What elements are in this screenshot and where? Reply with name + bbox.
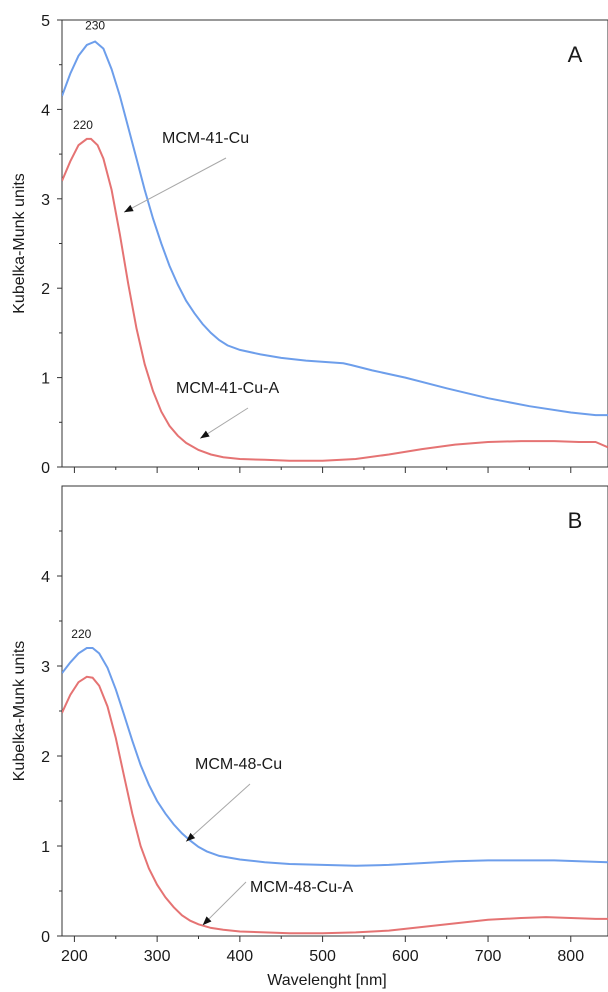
peak-label: 230 <box>85 18 105 32</box>
x-tick-label: 200 <box>61 948 88 965</box>
peak-label: 220 <box>71 627 91 641</box>
y-tick-label: 2 <box>41 749 50 766</box>
series-line-mcm-41-cu-a <box>62 137 608 462</box>
series-line-mcm-41-cu <box>62 40 608 417</box>
y-tick-label: 0 <box>41 460 50 477</box>
annotation-leader <box>185 783 251 842</box>
annotation-arrowhead <box>124 204 134 213</box>
series-line-mcm-48-cu <box>62 647 608 867</box>
annotation-arrowhead <box>200 430 210 439</box>
y-axis-title: Kubelka-Munk units <box>11 173 28 314</box>
annotation-leader <box>123 157 227 213</box>
y-tick-label: 3 <box>41 192 50 209</box>
x-axis-title: Wavelenght [nm] <box>267 972 386 989</box>
x-tick-label: 500 <box>309 948 336 965</box>
series-annotation: MCM-48-Cu-A <box>250 879 353 896</box>
y-tick-label: 1 <box>41 839 50 856</box>
annotation-arrowhead <box>202 916 212 926</box>
series-annotation: MCM-41-Cu-A <box>176 380 279 397</box>
y-tick-label: 3 <box>41 659 50 676</box>
x-tick-label: 300 <box>144 948 171 965</box>
annotation-arrowhead <box>186 832 196 842</box>
series-annotation: MCM-48-Cu <box>195 756 282 773</box>
y-tick-label: 5 <box>41 13 50 30</box>
y-tick-label: 2 <box>41 281 50 298</box>
annotation-leader <box>199 407 249 439</box>
series-line-mcm-48-cu-a <box>62 675 608 935</box>
annotation-leader <box>202 881 247 926</box>
panel-a: 0 1 2 3 4 5 Kubelka-Munk units A 230 MCM-41-Cu 220… <box>11 13 608 477</box>
x-tick-label: 400 <box>227 948 254 965</box>
panel-b: 0 1 2 3 4 200 300 400 500 600 700 800 Kubelka-Munk u… <box>11 485 608 989</box>
plot-frame <box>61 485 608 937</box>
series-annotation: MCM-41-Cu <box>162 130 249 147</box>
panel-label: B <box>568 508 583 533</box>
y-tick-label: 0 <box>41 929 50 946</box>
x-tick-label: 700 <box>475 948 502 965</box>
panel-label: A <box>568 42 583 67</box>
y-tick-label: 4 <box>41 102 50 119</box>
plot-frame <box>61 19 608 468</box>
x-tick-label: 600 <box>392 948 419 965</box>
peak-label: 220 <box>73 118 93 132</box>
y-tick-label: 1 <box>41 371 50 388</box>
x-tick-label: 800 <box>557 948 584 965</box>
y-tick-label: 4 <box>41 569 50 586</box>
y-axis-title: Kubelka-Munk units <box>11 641 28 782</box>
